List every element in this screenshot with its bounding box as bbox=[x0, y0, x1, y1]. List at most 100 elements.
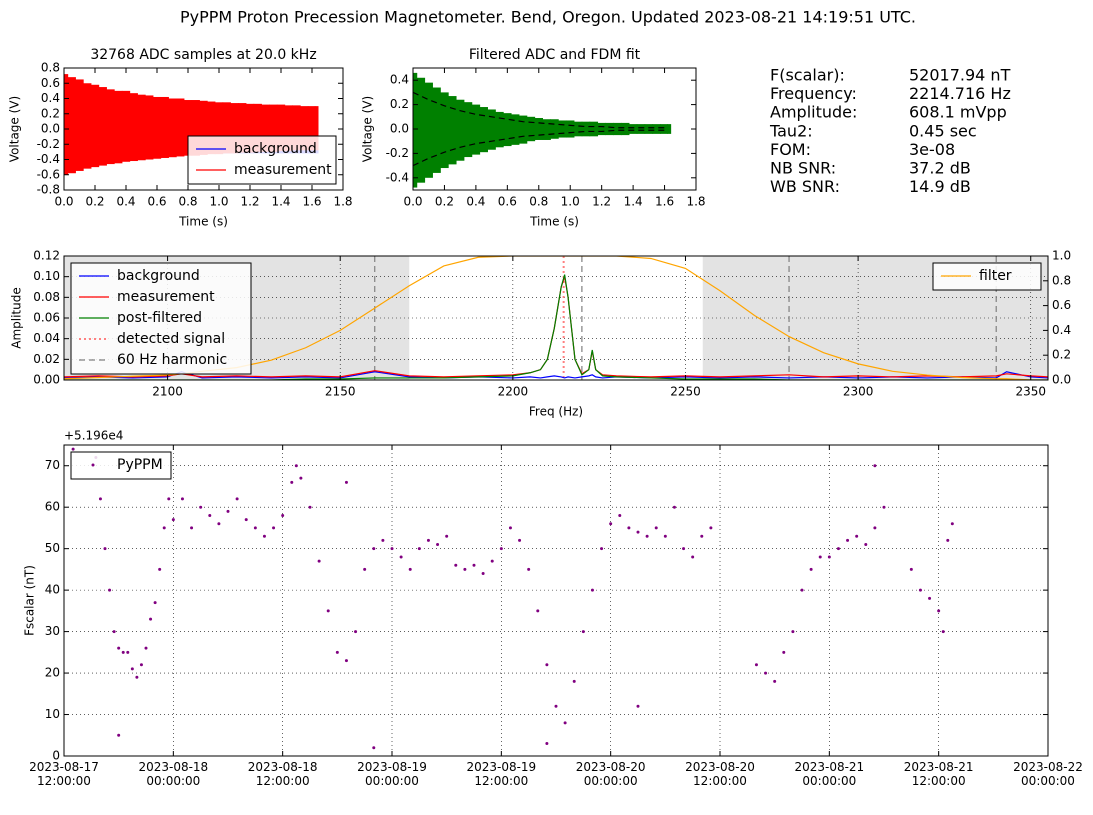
x-tick-label: 2023-08-21 00:00:00 bbox=[794, 760, 865, 788]
scatter-point bbox=[836, 547, 840, 551]
scatter-point bbox=[217, 522, 221, 526]
scatter-point bbox=[754, 663, 758, 667]
x-axis-label: Time (s) bbox=[529, 215, 579, 229]
y-tick-label: -0.2 bbox=[386, 146, 409, 160]
signal-band bbox=[168, 98, 177, 158]
x-tick-label: 0.0 bbox=[403, 195, 422, 209]
signal-band bbox=[573, 121, 583, 137]
x-tick-label: 0.4 bbox=[116, 195, 135, 209]
signal-band bbox=[238, 103, 247, 153]
y-tick-label: 0.6 bbox=[41, 76, 60, 90]
signal-band bbox=[67, 77, 76, 174]
y-tick-label: 0.10 bbox=[33, 269, 60, 283]
signal-band bbox=[176, 98, 185, 157]
signal-band bbox=[518, 115, 528, 144]
x-tick-label: 2100 bbox=[152, 385, 183, 399]
signal-band bbox=[292, 105, 301, 151]
scatter-point bbox=[572, 679, 576, 683]
signal-band bbox=[487, 109, 496, 150]
signal-band bbox=[463, 102, 473, 158]
signal-band bbox=[90, 84, 100, 168]
x-tick-label: 2023-08-21 12:00:00 bbox=[903, 760, 974, 788]
scatter-point bbox=[308, 505, 312, 509]
legend-label: 60 Hz harmonic bbox=[117, 352, 227, 368]
legend-label: post-filtered bbox=[117, 310, 202, 326]
signal-band bbox=[597, 122, 606, 136]
x-tick-label: 1.4 bbox=[624, 195, 643, 209]
y-tick-label: -0.2 bbox=[37, 137, 60, 151]
x-tick-label: 2250 bbox=[670, 385, 701, 399]
scatter-point bbox=[800, 588, 804, 592]
scatter-point bbox=[590, 588, 594, 592]
signal-band bbox=[222, 102, 231, 154]
scatter-point bbox=[399, 555, 403, 559]
scatter-point bbox=[636, 704, 640, 708]
x-tick-label: 2023-08-20 12:00:00 bbox=[685, 760, 755, 788]
scatter-point bbox=[499, 547, 503, 551]
y-tick-label: 40 bbox=[45, 583, 60, 597]
signal-band bbox=[83, 83, 92, 169]
signal-band bbox=[416, 77, 426, 183]
scatter-point bbox=[180, 497, 184, 501]
scatter-point bbox=[846, 538, 850, 542]
scatter-point bbox=[909, 567, 913, 571]
signal-band bbox=[75, 79, 84, 171]
x-tick-label: 1.4 bbox=[271, 195, 290, 209]
signal-band bbox=[214, 102, 224, 155]
scatter-point bbox=[941, 630, 945, 634]
subplot-title: 32768 ADC samples at 20.0 kHz bbox=[90, 47, 316, 63]
signal-band bbox=[613, 122, 622, 136]
legend-label: measurement bbox=[234, 162, 332, 178]
scatter-point bbox=[235, 497, 239, 501]
scatter-point bbox=[426, 538, 430, 542]
subplot-title: Filtered ADC and FDM fit bbox=[469, 47, 641, 63]
scatter-point bbox=[171, 518, 175, 522]
scatter-point bbox=[791, 630, 795, 634]
signal-band bbox=[121, 90, 131, 162]
y-tick-label: -0.8 bbox=[37, 183, 60, 197]
signal-band bbox=[526, 116, 536, 142]
scatter-point bbox=[536, 609, 540, 613]
signal-band bbox=[660, 124, 668, 134]
scatter-point bbox=[262, 534, 266, 538]
x-tick-label: 0.8 bbox=[178, 195, 197, 209]
scatter-point bbox=[317, 559, 321, 563]
x-tick-label: 2300 bbox=[843, 385, 874, 399]
scatter-point bbox=[782, 650, 786, 654]
y-tick-label: 0.06 bbox=[33, 311, 60, 325]
signal-band bbox=[495, 111, 504, 148]
legend-swatch bbox=[91, 463, 95, 467]
scatter-point bbox=[563, 721, 567, 725]
series-line bbox=[64, 256, 1048, 380]
stat-value: 608.1 mVpp bbox=[909, 103, 1007, 122]
y-tick-label: 0.8 bbox=[41, 61, 60, 75]
scatter-point bbox=[390, 547, 394, 551]
signal-band bbox=[64, 74, 69, 175]
y-tick-label: -0.6 bbox=[37, 167, 60, 181]
axis-offset: +5.196e4 bbox=[64, 429, 123, 443]
signal-band bbox=[129, 93, 138, 162]
scatter-point bbox=[71, 447, 75, 451]
scatter-point bbox=[190, 526, 194, 530]
y2-tick-label: 0.0 bbox=[1052, 373, 1071, 387]
y-tick-label: 0.02 bbox=[33, 352, 60, 366]
scatter-point bbox=[372, 547, 376, 551]
scatter-point bbox=[946, 538, 950, 542]
scatter-point bbox=[950, 522, 954, 526]
scatter-point bbox=[294, 464, 298, 468]
scatter-point bbox=[144, 646, 148, 650]
scatter-point bbox=[682, 547, 686, 551]
y-tick-label: 70 bbox=[45, 458, 60, 472]
x-tick-label: 2350 bbox=[1015, 385, 1046, 399]
signal-band bbox=[191, 100, 200, 156]
y-tick-label: 0.0 bbox=[41, 122, 60, 136]
signal-band bbox=[510, 114, 520, 145]
scatter-point bbox=[463, 567, 467, 571]
x-axis-label: Freq (Hz) bbox=[529, 405, 583, 419]
x-tick-label: 1.2 bbox=[592, 195, 611, 209]
scatter-point bbox=[490, 559, 494, 563]
legend-label: filter bbox=[979, 268, 1012, 284]
y-tick-label: -0.4 bbox=[37, 152, 60, 166]
signal-band bbox=[424, 82, 433, 178]
